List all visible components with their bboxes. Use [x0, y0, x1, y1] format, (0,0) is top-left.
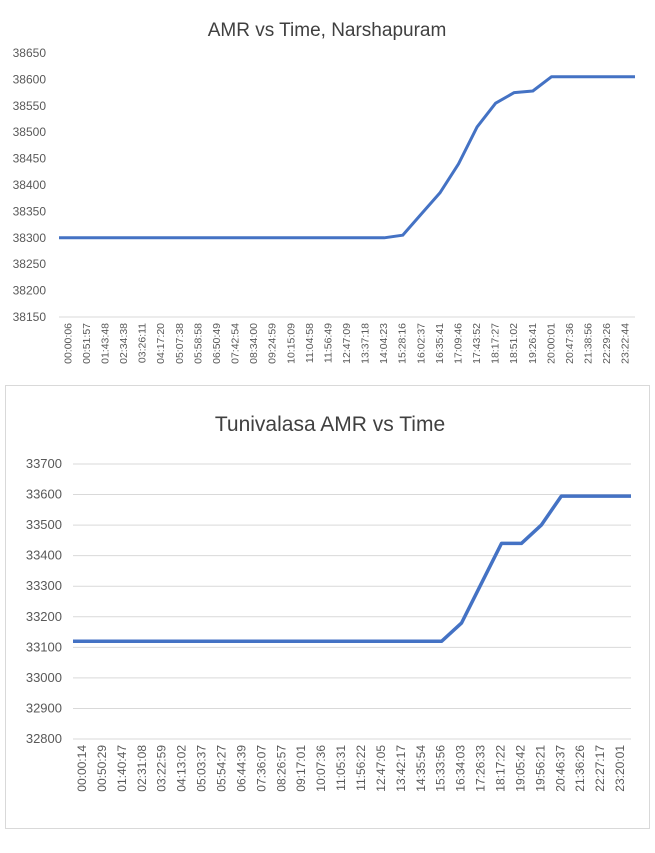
y-tick-label: 38250 — [13, 257, 47, 271]
y-tick-label: 33500 — [26, 517, 62, 532]
x-tick-label: 09:17:01 — [294, 745, 308, 792]
x-tick-label: 08:34:00 — [248, 323, 260, 364]
x-tick-label: 04:13:02 — [175, 745, 189, 792]
x-tick-label: 10:15:09 — [285, 323, 297, 364]
x-axis-ticks: 00:00:06 00:51:57 01:43:48 02:34:38 03:26:11… — [62, 323, 631, 364]
chart-tunivalasa: Tunivalasa AMR vs Time 32800 32900 33000 33… — [26, 413, 631, 792]
series-line — [73, 494, 631, 643]
y-tick-label: 38200 — [13, 284, 47, 298]
x-tick-label: 15:28:16 — [397, 323, 409, 364]
y-tick-label: 33300 — [26, 578, 62, 593]
x-tick-label: 03:22:59 — [155, 745, 169, 792]
x-tick-label: 18:17:22 — [494, 745, 508, 792]
y-tick-label: 33600 — [26, 487, 62, 502]
x-tick-label: 05:07:38 — [174, 323, 186, 364]
y-tick-label: 38550 — [13, 99, 47, 113]
x-tick-label: 13:42:17 — [394, 745, 408, 792]
chart-panel-tunivalasa: Tunivalasa AMR vs Time 32800 32900 33000 33… — [5, 385, 650, 829]
gridlines — [73, 463, 631, 740]
y-tick-label: 38500 — [13, 125, 47, 139]
x-tick-label: 16:35:41 — [434, 323, 446, 364]
x-tick-label: 21:36:26 — [573, 745, 587, 792]
x-tick-label: 01:40:47 — [115, 745, 129, 792]
x-tick-label: 00:00:14 — [75, 745, 89, 792]
x-tick-label: 16:34:03 — [454, 745, 468, 792]
x-tick-label: 22:27:17 — [593, 745, 607, 792]
y-tick-label: 33100 — [26, 639, 62, 654]
x-tick-label: 06:50:49 — [211, 323, 223, 364]
x-tick-label: 17:43:52 — [471, 323, 483, 364]
x-tick-label: 11:05:31 — [334, 745, 348, 791]
x-tick-label: 18:17:27 — [490, 323, 502, 364]
x-tick-label: 14:35:54 — [414, 745, 428, 792]
x-tick-label: 23:20:01 — [613, 745, 627, 792]
x-tick-label: 00:50:29 — [95, 745, 109, 792]
x-tick-label: 03:26:11 — [137, 323, 149, 363]
x-tick-label: 09:24:59 — [267, 323, 279, 364]
y-tick-label: 32800 — [26, 731, 62, 746]
x-tick-label: 07:36:07 — [254, 745, 268, 792]
x-tick-label: 05:58:58 — [192, 323, 204, 364]
x-tick-label: 11:04:58 — [304, 323, 316, 363]
y-tick-label: 38350 — [13, 204, 47, 218]
x-tick-label: 21:38:56 — [583, 323, 595, 364]
x-tick-label: 06:44:39 — [234, 745, 248, 792]
x-tick-label: 14:04:23 — [378, 323, 390, 364]
y-axis-ticks: 38150 38200 38250 38300 38350 38400 38450 38500… — [13, 46, 47, 324]
x-tick-label: 13:37:18 — [360, 323, 372, 364]
x-tick-label: 04:17:20 — [155, 323, 167, 364]
y-tick-label: 38600 — [13, 72, 47, 86]
x-tick-label: 17:26:33 — [474, 745, 488, 792]
x-tick-label: 11:56:22 — [354, 745, 368, 791]
x-tick-label: 22:29:26 — [601, 323, 613, 364]
x-tick-label: 19:56:21 — [533, 745, 547, 792]
x-tick-label: 08:26:57 — [274, 745, 288, 792]
chart-title: Tunivalasa AMR vs Time — [215, 413, 445, 436]
x-tick-label: 18:51:02 — [508, 323, 520, 364]
x-tick-label: 01:43:48 — [100, 323, 112, 364]
chart-panel-narshapuram: AMR vs Time, Narshapuram 38150 38200 38250… — [0, 0, 655, 382]
x-tick-label: 11:56:49 — [322, 323, 334, 363]
x-tick-label: 20:46:37 — [553, 745, 567, 792]
x-tick-label: 19:05:42 — [513, 745, 527, 792]
x-tick-label: 16:02:37 — [415, 323, 427, 364]
y-tick-label: 38400 — [13, 178, 47, 192]
x-axis-ticks: 00:00:14 00:50:29 01:40:47 02:31:08 03:22:59… — [75, 745, 627, 792]
x-tick-label: 12:47:09 — [341, 323, 353, 364]
x-tick-label: 19:26:41 — [527, 323, 539, 364]
x-tick-label: 17:09:46 — [453, 323, 465, 364]
y-tick-label: 32900 — [26, 700, 62, 715]
x-tick-label: 02:34:38 — [118, 323, 130, 364]
y-tick-label: 38300 — [13, 231, 47, 245]
x-tick-label: 05:03:37 — [195, 745, 209, 792]
y-tick-label: 38450 — [13, 152, 47, 166]
x-tick-label: 07:42:54 — [230, 323, 242, 364]
chart-title: AMR vs Time, Narshapuram — [208, 20, 447, 41]
x-tick-label: 05:54:27 — [215, 745, 229, 792]
y-tick-label: 33400 — [26, 548, 62, 563]
x-tick-label: 20:00:01 — [545, 323, 557, 364]
x-tick-label: 00:51:57 — [81, 323, 93, 364]
y-tick-label: 33700 — [26, 456, 62, 471]
y-tick-label: 33200 — [26, 609, 62, 624]
x-tick-label: 02:31:08 — [135, 745, 149, 792]
x-tick-label: 15:33:56 — [434, 745, 448, 792]
x-tick-label: 00:00:06 — [62, 323, 74, 364]
y-tick-label: 33000 — [26, 670, 62, 685]
x-tick-label: 12:47:05 — [374, 745, 388, 792]
y-tick-label: 38150 — [13, 310, 47, 324]
x-tick-label: 20:47:36 — [564, 323, 576, 364]
y-tick-label: 38650 — [13, 46, 47, 60]
y-axis-ticks: 32800 32900 33000 33100 33200 33300 33400 33500… — [26, 456, 62, 746]
x-tick-label: 10:07:36 — [314, 745, 328, 792]
series-line — [59, 75, 635, 240]
chart-narshapuram: AMR vs Time, Narshapuram 38150 38200 38250… — [13, 20, 635, 364]
x-tick-label: 23:22:44 — [620, 323, 632, 364]
